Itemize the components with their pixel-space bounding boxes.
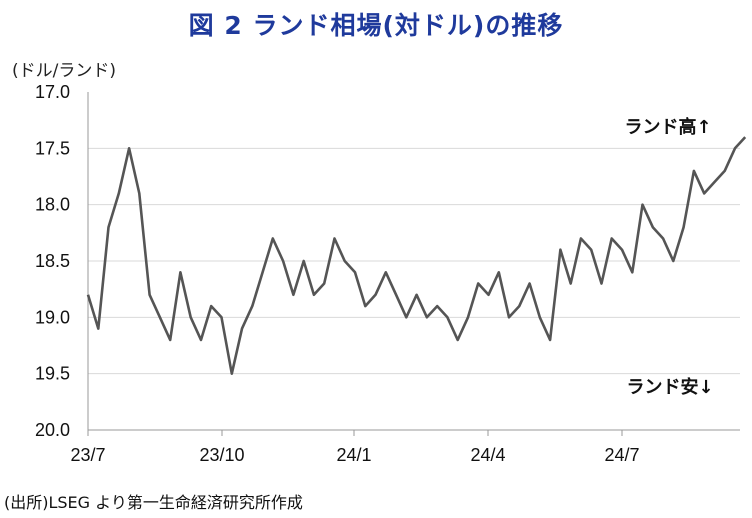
x-axis-ticks: 23/7 23/10 24/1 24/4 24/7 <box>70 430 640 465</box>
y-tick-label: 20.0 <box>35 420 70 440</box>
x-tick-label: 24/4 <box>470 445 505 465</box>
annotation-rand-weak: ランド安↓ <box>626 376 713 398</box>
chart-title: 図 2 ランド相場(対ドル)の推移 <box>188 11 564 40</box>
y-tick-label: 18.5 <box>35 251 70 271</box>
x-tick-label: 24/1 <box>336 445 371 465</box>
annotation-rand-strong: ランド高↑ <box>624 116 711 138</box>
x-tick-label: 23/7 <box>70 445 105 465</box>
x-tick-label: 24/7 <box>604 445 639 465</box>
y-tick-label: 17.0 <box>35 82 70 102</box>
series-line <box>86 136 747 375</box>
y-tick-label: 19.5 <box>35 364 70 384</box>
x-tick-label: 23/10 <box>199 445 244 465</box>
y-axis-unit-label: (ドル/ランド) <box>12 61 116 81</box>
source-note: (出所)LSEG より第一生命経済研究所作成 <box>4 493 303 512</box>
y-tick-label: 17.5 <box>35 138 70 158</box>
y-tick-label: 19.0 <box>35 307 70 327</box>
y-tick-label: 18.0 <box>35 195 70 215</box>
y-axis-ticks: 17.0 17.5 18.0 18.5 19.0 19.5 20.0 <box>35 82 70 440</box>
series-group <box>86 136 747 375</box>
gridlines <box>88 147 740 375</box>
